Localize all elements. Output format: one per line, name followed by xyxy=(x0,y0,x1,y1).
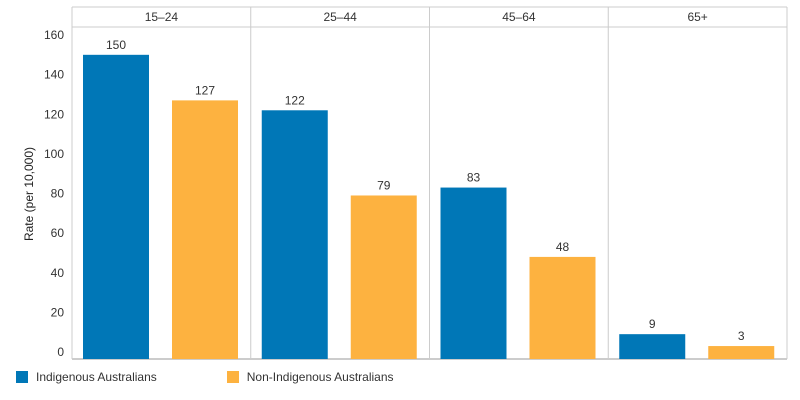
legend-item-indigenous[interactable]: Indigenous Australians xyxy=(16,370,157,384)
data-label: 122 xyxy=(285,93,305,107)
bar[interactable] xyxy=(440,187,507,359)
legend-item-non-indigenous[interactable]: Non-Indigenous Australians xyxy=(226,370,394,384)
legend-swatch-indigenous xyxy=(16,371,28,383)
legend-label-non-indigenous: Non-Indigenous Australians xyxy=(246,370,394,384)
facet-headers: 15–24 25–44 45–64 65+ xyxy=(145,10,708,24)
y-tick-label: 160 xyxy=(44,28,64,42)
data-label: 79 xyxy=(377,178,391,192)
data-label: 9 xyxy=(649,317,656,331)
facet-label: 25–44 xyxy=(323,10,357,24)
bar[interactable] xyxy=(350,195,417,359)
legend: Indigenous Australians Non-Indigenous Au… xyxy=(16,370,464,384)
y-tick-label: 120 xyxy=(44,107,64,121)
bar[interactable] xyxy=(261,110,328,359)
y-axis-title: Rate (per 10,000) xyxy=(22,147,36,241)
data-label: 127 xyxy=(195,83,215,97)
y-tick-label: 140 xyxy=(44,68,64,82)
bar[interactable] xyxy=(83,54,149,359)
data-label: 3 xyxy=(738,329,745,343)
y-tick-label: 40 xyxy=(51,266,65,280)
bar[interactable] xyxy=(619,334,686,359)
y-tick-label: 60 xyxy=(51,226,65,240)
y-tick-label: 20 xyxy=(51,305,65,319)
bar[interactable] xyxy=(172,100,238,359)
facet-label: 65+ xyxy=(687,10,707,24)
data-label: 48 xyxy=(556,240,570,254)
y-tick-label: 80 xyxy=(51,187,65,201)
data-label: 150 xyxy=(106,38,126,52)
bar[interactable] xyxy=(708,346,775,359)
legend-swatch-non-indigenous xyxy=(226,371,239,383)
bars: 150 127 122 79 83 48 9 3 xyxy=(83,38,775,359)
facet-label: 45–64 xyxy=(502,10,536,24)
facet-label: 15–24 xyxy=(145,10,179,24)
y-tick-label: 100 xyxy=(44,147,64,161)
bar[interactable] xyxy=(529,256,596,359)
y-axis: 0 20 40 60 80 100 120 140 160 xyxy=(44,28,64,359)
legend-label-indigenous: Indigenous Australians xyxy=(36,370,157,384)
y-tick-label: 0 xyxy=(57,345,64,359)
data-label: 83 xyxy=(467,171,481,185)
